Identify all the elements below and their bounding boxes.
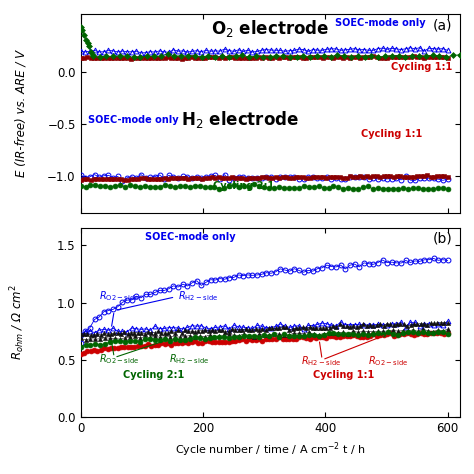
- Text: SOEC-mode only: SOEC-mode only: [335, 18, 425, 28]
- Text: SOEC-mode only: SOEC-mode only: [88, 115, 179, 126]
- Text: (a): (a): [433, 18, 452, 32]
- Y-axis label: R$_{ohm}$ / Ω cm$^2$: R$_{ohm}$ / Ω cm$^2$: [9, 285, 27, 360]
- Text: $R_{\rm H2-side}$: $R_{\rm H2-side}$: [178, 289, 219, 302]
- Text: $R_{\rm O2-side}$: $R_{\rm O2-side}$: [368, 354, 409, 368]
- Text: $R_{\rm O2-side}$: $R_{\rm O2-side}$: [99, 289, 139, 302]
- Text: Cycling 2:1: Cycling 2:1: [123, 371, 185, 381]
- Text: Cycling 2:1: Cycling 2:1: [213, 181, 274, 191]
- Text: Cycling 1:1: Cycling 1:1: [313, 371, 374, 381]
- Text: $R_{\rm H2-side}$: $R_{\rm H2-side}$: [301, 354, 341, 368]
- Text: $R_{\rm H2-side}$: $R_{\rm H2-side}$: [169, 352, 210, 365]
- Text: SOEC-mode only: SOEC-mode only: [145, 232, 236, 242]
- Text: H$_2$ electrode: H$_2$ electrode: [181, 109, 299, 130]
- Text: (b): (b): [432, 232, 452, 246]
- Text: O$_2$ electrode: O$_2$ electrode: [211, 18, 329, 39]
- Y-axis label: E (IR-free) vs. ARE / V: E (IR-free) vs. ARE / V: [15, 50, 27, 177]
- Text: Cycling 1:1: Cycling 1:1: [391, 62, 452, 72]
- X-axis label: Cycle number / time / A cm$^{-2}$ t / h: Cycle number / time / A cm$^{-2}$ t / h: [175, 440, 365, 459]
- Text: Cycling 1:1: Cycling 1:1: [361, 129, 422, 139]
- Text: $R_{\rm O2-side}$: $R_{\rm O2-side}$: [99, 352, 139, 365]
